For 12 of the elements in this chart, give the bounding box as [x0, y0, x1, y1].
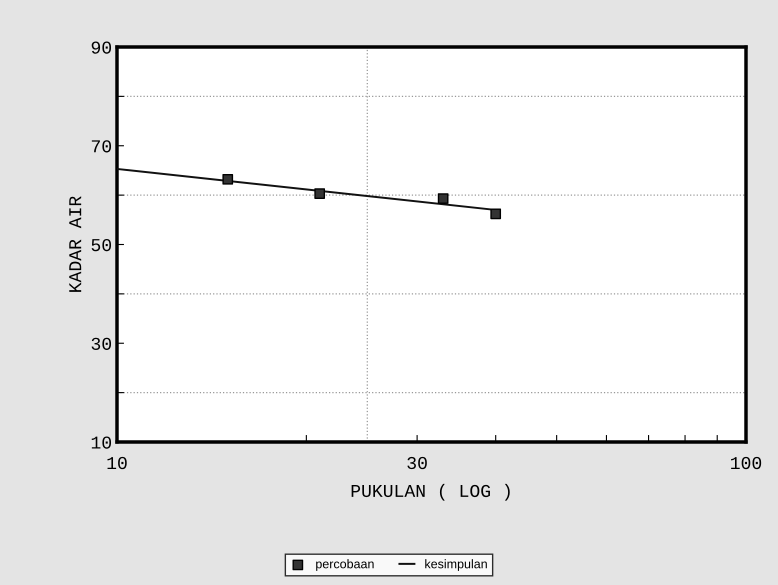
- y-tick-label: 30: [92, 338, 112, 350]
- x-tick-label: 100: [731, 456, 762, 470]
- legend-label: percobaan: [316, 559, 374, 571]
- y-tick-label: 50: [92, 238, 112, 252]
- y-tick-label: 10: [92, 436, 112, 449]
- legend-label: kesimpulan: [425, 559, 487, 571]
- x-tick-label: 30: [407, 456, 427, 470]
- y-tick-label: 70: [92, 140, 112, 152]
- x-tick-label: 10: [107, 456, 127, 470]
- x-axis-title: PUKULAN ( LOG ): [352, 484, 510, 501]
- y-axis-title: KADAR AIR: [69, 196, 82, 292]
- y-tick-label: 90: [92, 41, 112, 54]
